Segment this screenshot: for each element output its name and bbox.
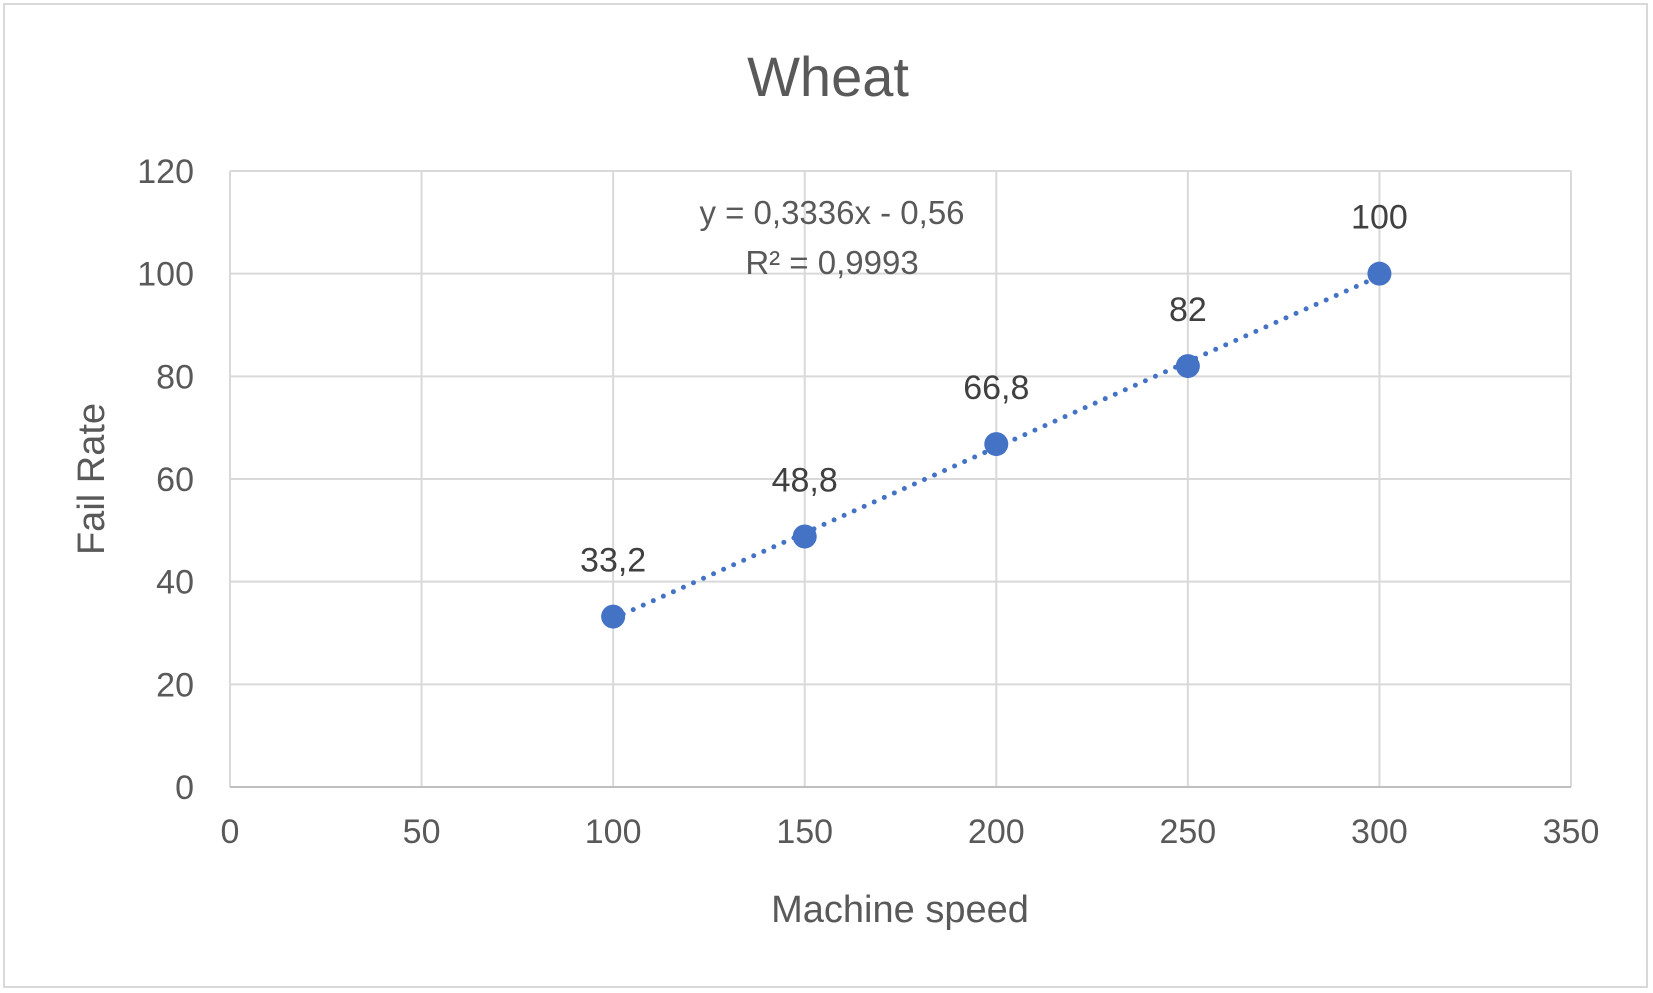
data-labels: 33,2 48,8 66,8 82 100: [580, 199, 1408, 580]
data-point: [1367, 261, 1392, 286]
data-point: [601, 604, 626, 629]
x-axis-title: Machine speed: [771, 889, 1029, 931]
data-point: [792, 524, 817, 549]
y-tick-label: 40: [156, 564, 194, 602]
chart-title: Wheat: [747, 45, 909, 108]
y-tick-label: 20: [156, 666, 194, 704]
y-tick-label: 80: [156, 358, 194, 396]
data-label: 66,8: [963, 369, 1029, 407]
y-tick-label: 120: [137, 153, 194, 191]
x-tick-label: 100: [585, 813, 642, 851]
data-label: 82: [1169, 291, 1207, 329]
y-axis-ticks: 0 20 40 60 80 100 120: [137, 153, 194, 807]
data-point: [984, 432, 1009, 457]
x-tick-label: 250: [1159, 813, 1216, 851]
x-tick-label: 200: [968, 813, 1025, 851]
data-points: [601, 261, 1392, 629]
gridlines: [229, 170, 1572, 788]
y-axis-title: Fail Rate: [71, 403, 113, 555]
x-tick-label: 300: [1351, 813, 1408, 851]
trendline-r-squared: R² = 0,9993: [745, 244, 918, 281]
data-point: [1175, 354, 1200, 379]
x-tick-label: 0: [221, 813, 240, 851]
data-label: 48,8: [772, 461, 838, 499]
chart-frame: [3, 3, 1648, 988]
y-tick-label: 100: [137, 256, 194, 294]
x-tick-label: 150: [776, 813, 833, 851]
trendline-equation: y = 0,3336x - 0,56: [699, 194, 964, 231]
x-axis-ticks: 0 50 100 150 200 250 300 350: [221, 813, 1600, 851]
x-tick-label: 350: [1543, 813, 1600, 851]
x-tick-label: 50: [403, 813, 441, 851]
y-tick-label: 0: [175, 769, 194, 807]
y-tick-label: 60: [156, 461, 194, 499]
data-label: 100: [1351, 199, 1408, 237]
data-label: 33,2: [580, 542, 646, 580]
